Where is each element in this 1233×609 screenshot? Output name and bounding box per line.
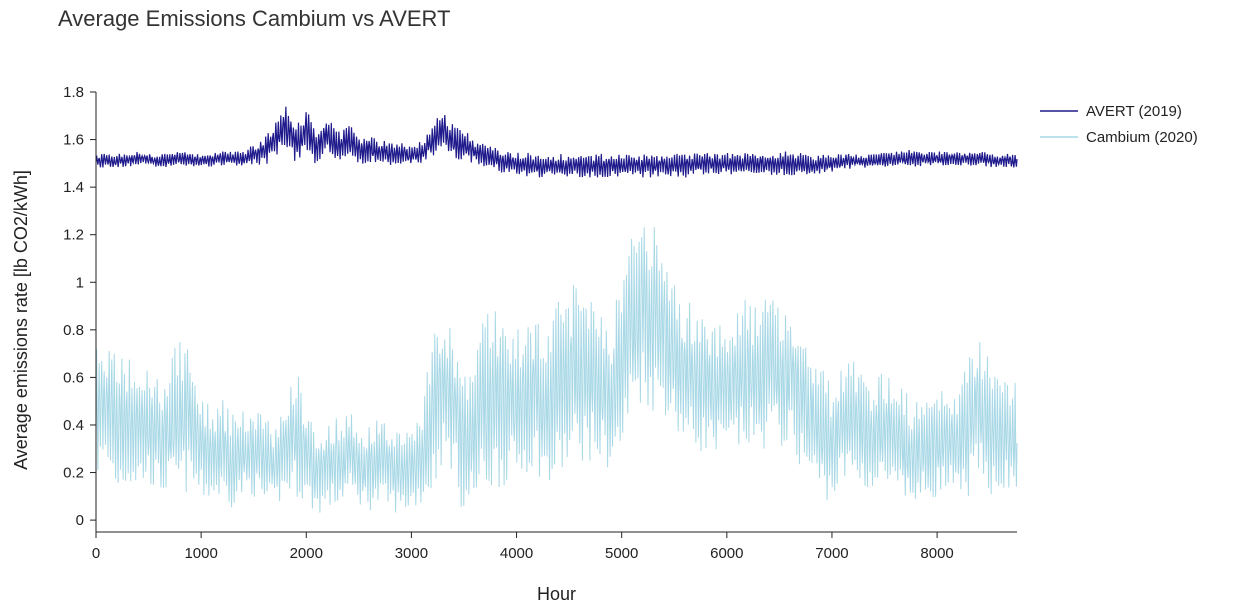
legend-label: Cambium (2020) bbox=[1086, 129, 1198, 146]
x-tick-label: 5000 bbox=[605, 545, 638, 562]
y-tick-label: 1 bbox=[76, 274, 84, 291]
x-tick-label: 1000 bbox=[184, 545, 217, 562]
y-tick-label: 0.8 bbox=[63, 322, 84, 339]
y-tick-label: 1.6 bbox=[63, 132, 84, 149]
x-tick-label: 2000 bbox=[290, 545, 323, 562]
x-tick-label: 8000 bbox=[920, 545, 953, 562]
legend: AVERT (2019) Cambium (2020) bbox=[1040, 103, 1198, 146]
y-tick-label: 0.6 bbox=[63, 369, 84, 386]
x-tick-label: 3000 bbox=[395, 545, 428, 562]
x-tick-label: 4000 bbox=[500, 545, 533, 562]
y-tick-label: 1.8 bbox=[63, 84, 84, 101]
avert-series-line bbox=[95, 106, 1018, 178]
x-tick-label: 6000 bbox=[710, 545, 743, 562]
y-tick-label: 1.2 bbox=[63, 227, 84, 244]
cambium-series-line bbox=[95, 226, 1018, 513]
y-tick-label: 0.4 bbox=[63, 417, 84, 434]
x-tick-label: 0 bbox=[92, 545, 100, 562]
series-layer bbox=[95, 106, 1018, 513]
y-tick-label: 0 bbox=[76, 512, 84, 529]
y-tick-label: 0.2 bbox=[63, 465, 84, 482]
chart-title: Average Emissions Cambium vs AVERT bbox=[58, 6, 451, 31]
axes-layer: 0 0.2 0.4 0.6 0.8 1 1.2 1.4 1.6 1.8 0 1000 2000 3000 4… bbox=[63, 84, 1017, 562]
x-tick-label: 7000 bbox=[815, 545, 848, 562]
x-axis-label: Hour bbox=[537, 584, 576, 604]
y-axis-label: Average emissions rate [lb CO2/kWh] bbox=[11, 170, 31, 470]
y-tick-label: 1.4 bbox=[63, 179, 84, 196]
legend-label: AVERT (2019) bbox=[1086, 103, 1182, 120]
